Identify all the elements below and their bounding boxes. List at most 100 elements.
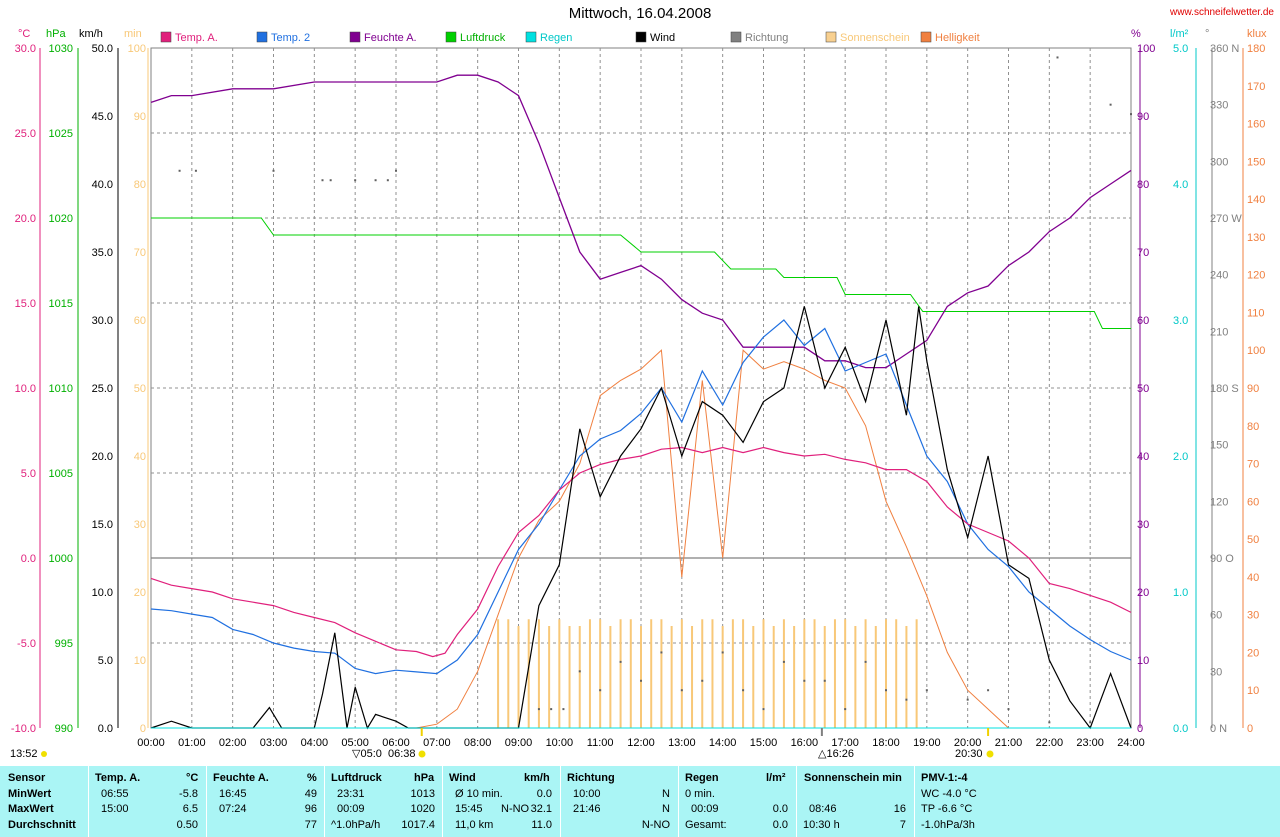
pressure-tick-label: 1025 — [49, 128, 73, 140]
lux-tick-label: 150 — [1247, 156, 1265, 168]
humidity-tick-label: 50 — [1137, 383, 1149, 395]
direction-tick-label: 90 O — [1210, 553, 1234, 565]
hum-max-value: 96 — [304, 803, 317, 815]
stats-header-rain-unit: l/m² — [766, 772, 786, 784]
sunset-label: 20:30 — [955, 748, 983, 760]
legend-swatch — [635, 31, 647, 43]
humidity-tick-label: 80 — [1137, 179, 1149, 191]
direction-point — [354, 179, 357, 182]
direction-point — [1056, 56, 1059, 59]
wind-avg10-label: Ø 10 min. — [455, 788, 503, 800]
time-tick-label: 09:00 — [505, 737, 533, 749]
row-label-min: MinWert — [8, 788, 52, 800]
sun-tick-label: 50 — [134, 383, 146, 395]
hum-min-value: 49 — [304, 788, 317, 800]
stats-header-temp-unit: °C — [186, 772, 199, 784]
direction-point — [864, 660, 867, 663]
humidity-line — [150, 74, 1132, 369]
time-tick-label: 17:00 — [831, 737, 859, 749]
time-tick-label: 07:00 — [423, 737, 451, 749]
rain-duration: 0 min. — [685, 788, 715, 800]
direction-point — [550, 708, 553, 711]
time-tick-label: 06:00 — [382, 737, 410, 749]
sun-total-hours: 10:30 h — [803, 819, 840, 831]
wind-tick-label: 50.0 — [92, 43, 113, 55]
direction-point — [1130, 113, 1132, 116]
press-max-value: 1020 — [410, 803, 435, 815]
humidity-tick-label: 100 — [1137, 43, 1155, 55]
wind-tick-label: 10.0 — [92, 587, 113, 599]
wind-tick-label: 5.0 — [98, 655, 113, 667]
pressure-tick-label: 1020 — [49, 213, 73, 225]
direction-point — [782, 660, 785, 663]
sunset-icon — [986, 750, 994, 758]
press-trend: ^1.0hPa/h — [331, 819, 381, 831]
direction-axis-unit: ° — [1205, 28, 1209, 40]
lux-tick-label: 100 — [1247, 345, 1265, 357]
temp-avg-value: 0.50 — [176, 819, 198, 831]
lux-tick-label: 0 — [1247, 723, 1253, 735]
wind-tick-label: 40.0 — [92, 179, 113, 191]
time-tick-label: 04:00 — [301, 737, 329, 749]
rain-total-label: Gesamt: — [685, 819, 727, 831]
pmv-windchill: WC -4.0 °C — [921, 788, 977, 800]
legend-swatch — [256, 31, 268, 43]
site-link[interactable]: www.schneifelwetter.de — [1170, 7, 1274, 18]
lux-tick-label: 160 — [1247, 119, 1265, 131]
time-tick-label: 24:00 — [1117, 737, 1145, 749]
rain-max-value: 0.0 — [772, 803, 788, 815]
wind-tick-label: 25.0 — [92, 383, 113, 395]
lux-tick-label: 70 — [1247, 459, 1259, 471]
direction-tick-label: 180 S — [1210, 383, 1239, 395]
humidity-tick-label: 40 — [1137, 451, 1149, 463]
direction-point — [178, 169, 181, 172]
rain-tick-label: 5.0 — [1173, 43, 1188, 55]
stats-panel — [0, 766, 1280, 837]
wind-tick-label: 15.0 — [92, 519, 113, 531]
dir-min-time: 10:00 — [573, 788, 601, 800]
legend-label: Temp. A. — [175, 32, 218, 44]
humidity-tick-label: 20 — [1137, 587, 1149, 599]
lux-tick-label: 130 — [1247, 232, 1265, 244]
time-tick-label: 15:00 — [750, 737, 778, 749]
sun-tick-label: 60 — [134, 315, 146, 327]
moonset-label: ▽05:0 — [352, 748, 382, 760]
direction-point — [660, 651, 663, 654]
lux-tick-label: 10 — [1247, 685, 1259, 697]
lux-tick-label: 140 — [1247, 194, 1265, 206]
lux-tick-label: 120 — [1247, 270, 1265, 282]
direction-point — [562, 708, 565, 711]
direction-tick-label: 150 — [1210, 440, 1228, 452]
sun-tick-label: 80 — [134, 179, 146, 191]
temp-tick-label: 5.0 — [21, 468, 36, 480]
time-tick-label: 19:00 — [913, 737, 941, 749]
pmv-pressure-trend: -1.0hPa/3h — [921, 819, 975, 831]
temp-tick-label: 25.0 — [15, 128, 36, 140]
sun-tick-label: 90 — [134, 111, 146, 123]
direction-point — [640, 679, 642, 682]
time-tick-label: 05:00 — [341, 737, 369, 749]
wind-avg-value: 11.0 — [531, 819, 552, 831]
direction-point — [844, 708, 847, 711]
humidity-tick-label: 60 — [1137, 315, 1149, 327]
temp-tick-label: 0.0 — [21, 553, 36, 565]
wind-tick-label: 30.0 — [92, 315, 113, 327]
direction-point — [905, 698, 908, 701]
rain-tick-label: 2.0 — [1173, 451, 1188, 463]
stats-header-press: Luftdruck — [331, 772, 382, 784]
legend-swatch — [825, 31, 837, 43]
lux-axis-unit: klux — [1247, 28, 1267, 40]
humidity-tick-label: 70 — [1137, 247, 1149, 259]
sun-tick-label: 10 — [134, 655, 146, 667]
time-tick-label: 02:00 — [219, 737, 247, 749]
sun-tick-label: 40 — [134, 451, 146, 463]
temp-tick-label: 15.0 — [15, 298, 36, 310]
stats-header-pmv: PMV-1:-4 — [921, 772, 968, 784]
time-tick-label: 11:00 — [587, 737, 614, 749]
noon-label: △16:26 — [818, 748, 854, 760]
press-min-value: 1013 — [410, 788, 435, 800]
wind-avg10-value: 0.0 — [536, 788, 552, 800]
legend-label: Wind — [650, 32, 675, 44]
pressure-tick-label: 995 — [55, 638, 73, 650]
dir-max-time: 21:46 — [573, 803, 601, 815]
